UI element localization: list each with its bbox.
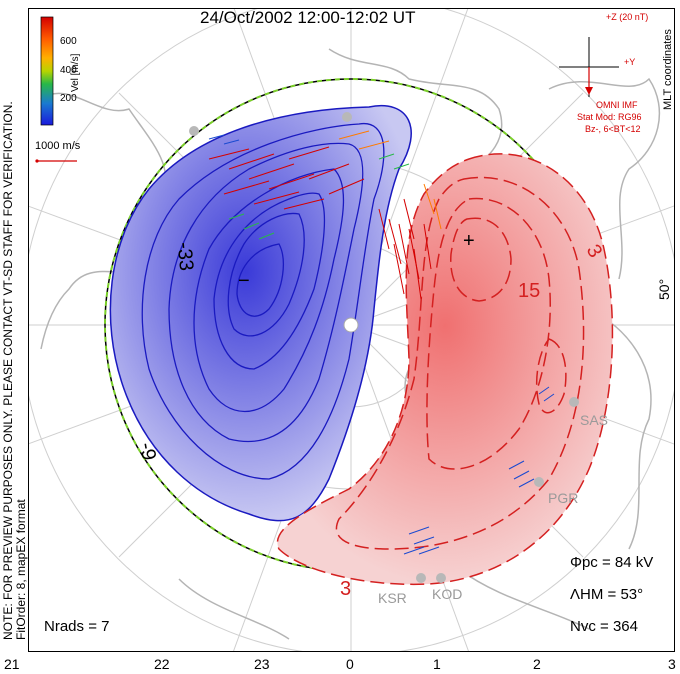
mlt-coordinates-label: MLT coordinates (662, 29, 674, 110)
colorbar-tick-600: 600 (60, 36, 77, 47)
polar-map-panel (28, 8, 675, 652)
imf-y-label: +Y (624, 57, 636, 67)
colorbar-unit-label: Vel [m/s] (70, 53, 81, 92)
latitude-label: 50° (656, 278, 672, 300)
negative-potential-cell (109, 105, 412, 522)
note-line-2: FitOrder: 8, mapEX format (14, 499, 28, 640)
mlt-tick-23: 23 (254, 656, 270, 672)
mlt-tick-21: 21 (4, 656, 20, 672)
colorbar-tick-400: 400 (60, 65, 77, 76)
radar-sites (189, 112, 579, 583)
imf-model-label: Stat Mod: RG96 (577, 112, 642, 122)
imf-condition-label: Bz-, 6<BT<12 (585, 124, 641, 134)
stat-phi-pc: Φpc = 84 kV (570, 554, 653, 571)
preview-note: NOTE: FOR PREVIEW PURPOSES ONLY. PLEASE … (1, 0, 28, 640)
velocity-colorbar (40, 16, 54, 126)
stat-n-vc: Nvc = 364 (570, 618, 638, 635)
stat-n-rads: Nrads = 7 (44, 618, 109, 635)
vector-scale-label: 1000 m/s (35, 140, 81, 152)
imf-source-label: OMNI IMF (596, 100, 638, 110)
mlt-tick-3: 3 (668, 656, 676, 672)
mlt-tick-22: 22 (154, 656, 170, 672)
stat-lambda-hm-value: = 53° (607, 586, 644, 603)
positive-potential-cell (276, 153, 614, 586)
imf-z-label: +Z (20 nT) (606, 12, 649, 22)
contour-label-neg-33: -33 (172, 241, 198, 272)
velocity-vectors (208, 130, 555, 555)
convection-map-svg (29, 9, 674, 651)
contour-label-pos-3-bottom: 3 (340, 578, 352, 600)
mlt-tick-1: 1 (433, 656, 441, 672)
colorbar-tick-200: 200 (60, 93, 77, 104)
stat-phi-pc-label: Φpc (570, 554, 598, 571)
mlt-tick-2: 2 (533, 656, 541, 672)
map-title: 24/Oct/2002 12:00-12:02 UT (200, 8, 416, 27)
stat-n-rads-label: Nrads (44, 618, 85, 635)
potential-min-marker: − (238, 270, 250, 292)
stat-n-vc-label: Nvc (570, 618, 596, 635)
stat-n-rads-value: = 7 (88, 618, 110, 635)
radar-label-kod: KOD (432, 586, 463, 602)
radar-label-ksr: KSR (378, 590, 407, 606)
stat-lambda-hm-label: ΛHM (570, 586, 604, 603)
potential-max-marker: + (463, 230, 475, 252)
mlt-tick-0: 0 (346, 656, 354, 672)
contour-label-pos-15: 15 (518, 280, 541, 302)
stat-lambda-hm: ΛHM = 53° (570, 586, 643, 603)
stat-n-vc-value: = 364 (600, 618, 638, 635)
radar-label-pgr: PGR (548, 490, 579, 506)
radar-label-sas: SAS (580, 412, 609, 428)
pole-marker (343, 317, 359, 333)
stat-phi-pc-value: = 84 kV (601, 554, 654, 571)
